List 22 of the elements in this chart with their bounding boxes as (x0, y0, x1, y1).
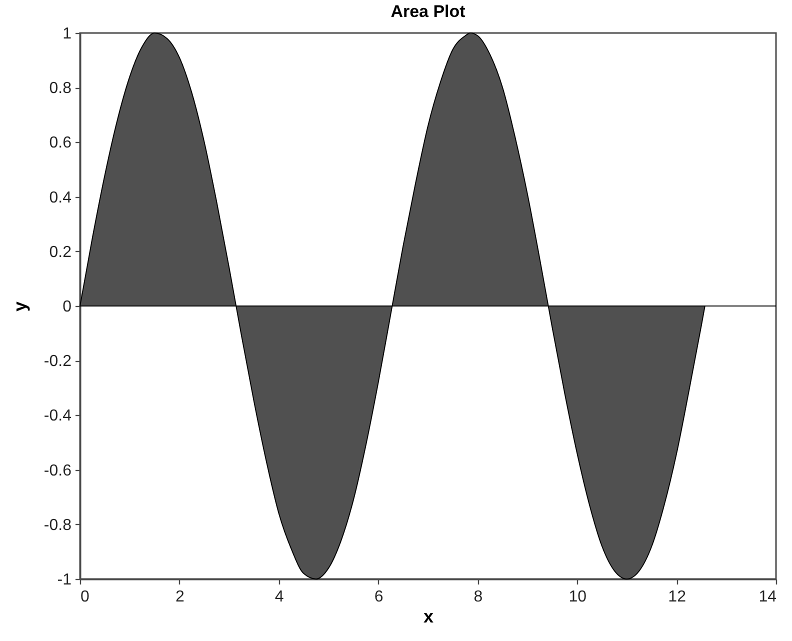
y-tick-label: -0.8 (44, 516, 72, 534)
x-tick-label: 14 (758, 588, 777, 606)
x-tick-label: 8 (474, 588, 483, 606)
x-tick-label: 6 (374, 588, 384, 606)
y-tick-label: 0.6 (49, 134, 72, 152)
y-tick-label: -0.6 (44, 462, 72, 480)
y-tick-label: -1 (57, 572, 72, 588)
y-tick-label: 0.8 (49, 80, 72, 98)
x-tick-label: 4 (274, 588, 284, 606)
y-tick-label: -0.4 (44, 408, 72, 425)
x-tick-label: 0 (80, 588, 90, 606)
y-tick-label: 0.2 (49, 244, 72, 261)
x-axis-title: x (423, 606, 434, 626)
chart-title: Area Plot (390, 2, 466, 21)
x-tick-label: 10 (568, 588, 587, 606)
x-tick-label: 12 (668, 588, 686, 606)
y-tick-label: 0.4 (49, 189, 72, 206)
y-axis-title: y (10, 301, 30, 312)
y-tick-label: 0 (62, 298, 72, 316)
y-tick-label: -0.2 (44, 353, 72, 370)
x-tick-label: 2 (175, 588, 184, 606)
y-tick-label: 1 (62, 26, 72, 42)
